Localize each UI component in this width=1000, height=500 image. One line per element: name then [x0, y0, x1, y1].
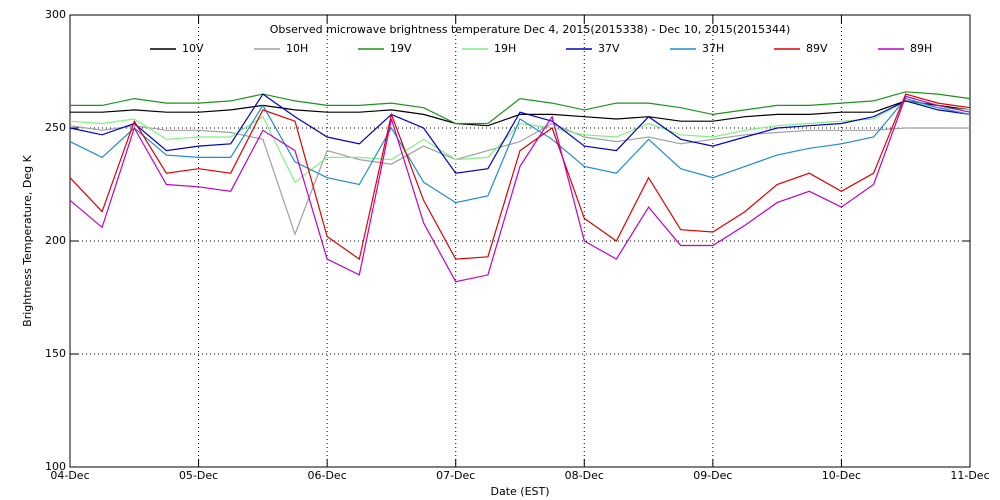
x-tick-label: 06-Dec: [308, 469, 347, 482]
legend-label: 19H: [494, 42, 516, 55]
series-line: [69, 100, 971, 184]
x-tick-label: 04-Dec: [50, 469, 89, 482]
chart-title: Observed microwave brightness temperatur…: [270, 23, 791, 36]
x-tick-label: 07-Dec: [436, 469, 475, 482]
x-tick-label: 05-Dec: [179, 469, 218, 482]
y-tick-label: 100: [45, 460, 66, 473]
series-line: [69, 122, 970, 236]
y-tick-label: 300: [45, 8, 66, 21]
series-line: [70, 100, 971, 127]
series-line: [69, 93, 971, 261]
legend-label: 89H: [910, 42, 932, 55]
legend-label: 10H: [286, 42, 308, 55]
x-tick-label: 09-Dec: [693, 469, 732, 482]
legend-label: 19V: [390, 42, 412, 55]
series-line: [69, 97, 971, 204]
y-tick-label: 150: [45, 347, 66, 360]
x-axis-label: Date (EST): [490, 485, 549, 498]
legend-label: 89V: [806, 42, 828, 55]
y-tick-label: 250: [45, 121, 66, 134]
series-line: [69, 93, 971, 174]
legend-label: 10V: [182, 42, 204, 55]
y-tick-label: 200: [45, 234, 66, 247]
x-tick-label: 10-Dec: [822, 469, 861, 482]
legend-label: 37V: [598, 42, 620, 55]
series-line: [69, 95, 971, 283]
series-line: [70, 91, 971, 125]
x-tick-label: 11-Dec: [950, 469, 989, 482]
legend-label: 37H: [702, 42, 724, 55]
y-axis-label: Brightness Temperature, Deg K: [21, 154, 34, 326]
x-tick-label: 08-Dec: [565, 469, 604, 482]
